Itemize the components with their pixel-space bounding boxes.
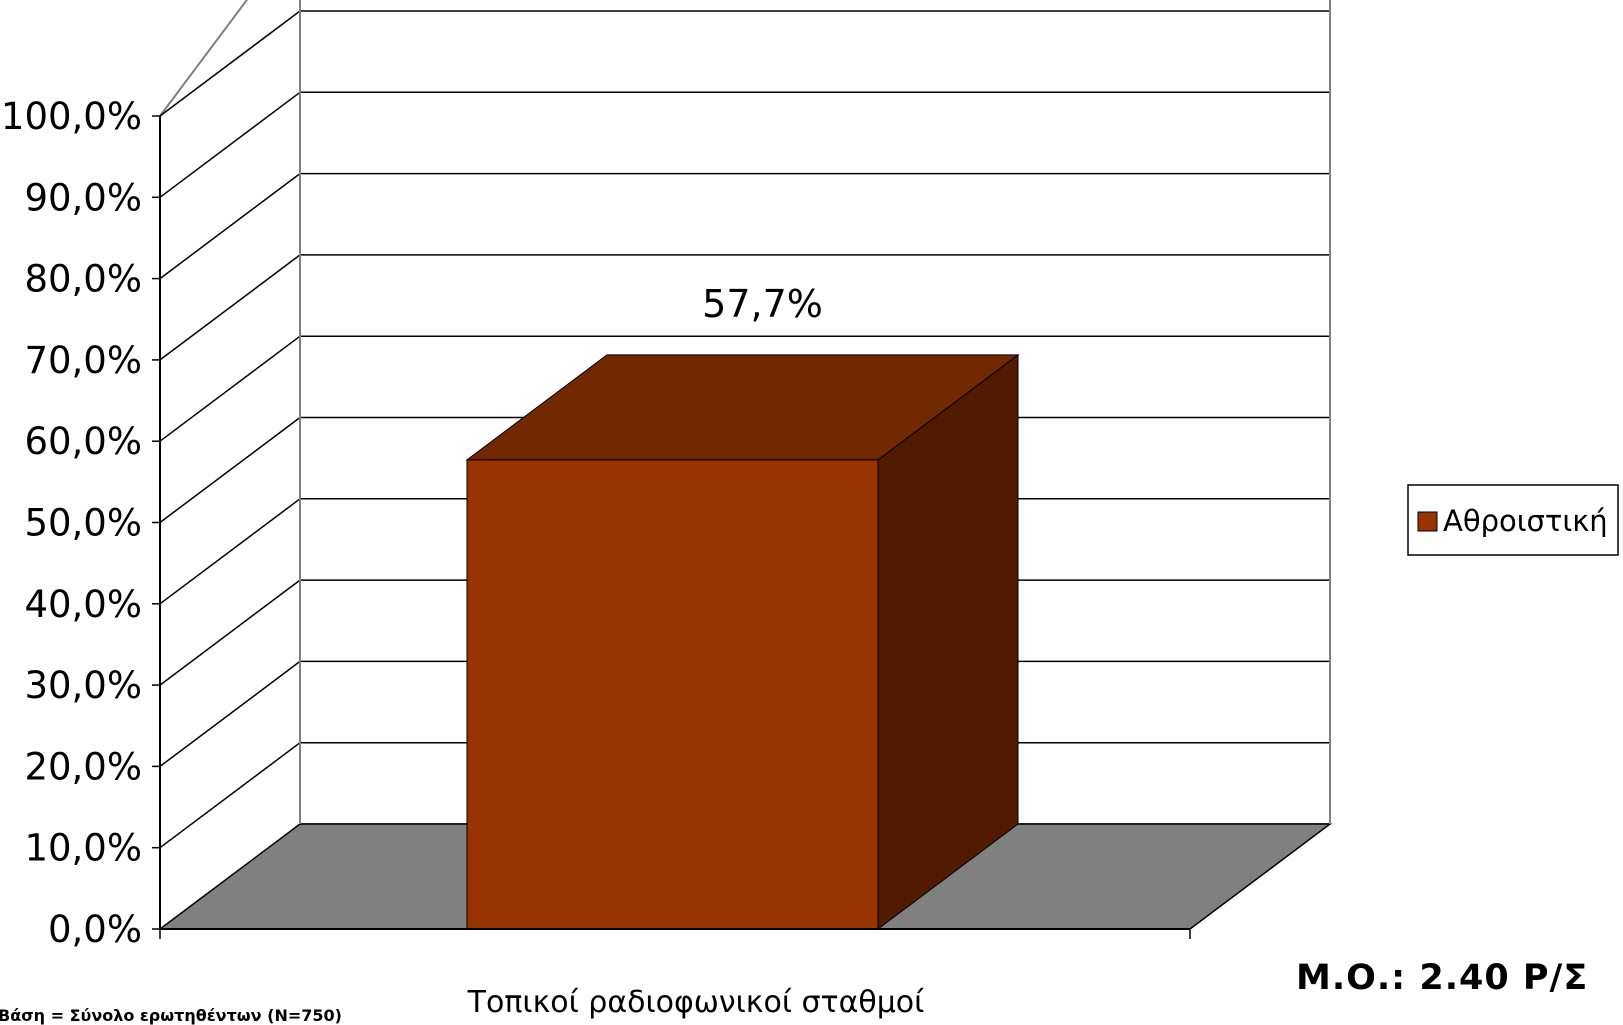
gridline-diagonal <box>159 254 301 361</box>
data-label: 57,7% <box>702 282 823 326</box>
gridline-diagonal <box>159 660 301 768</box>
y-tick-labels: 0,0% 10,0% 20,0% 30,0% 40,0% 50,0% 60,0% 70,0% 8… <box>1 95 142 951</box>
gridline-diagonal <box>159 173 301 280</box>
gridline-diagonal <box>159 10 301 117</box>
legend-box <box>1407 484 1619 556</box>
y-tick-label: 20,0% <box>24 745 142 788</box>
base-note: Βάση = Σύνολο ερωτηθέντων (Ν=750) <box>0 1006 342 1025</box>
bar <box>466 459 879 930</box>
y-tick-label: 70,0% <box>24 339 142 382</box>
gridline-diagonal <box>159 335 301 442</box>
gridline-diagonal <box>159 91 301 198</box>
gridline-diagonal <box>159 579 301 686</box>
y-tick-label: 50,0% <box>24 502 142 545</box>
y-tick-label: 40,0% <box>24 583 142 626</box>
x-category-label: Τοπικοί ραδιοφωνικοί σταθμοί <box>467 985 925 1020</box>
bars: 57,7% <box>465 282 1020 930</box>
y-tick-label: 100,0% <box>1 95 142 138</box>
legend-swatch <box>1417 511 1438 532</box>
y-tick-label: 60,0% <box>24 420 142 463</box>
y-tick-label: 30,0% <box>24 664 142 707</box>
gridline-diagonal <box>159 498 301 605</box>
mean-note: Μ.Ο.: 2.40 Ρ/Σ <box>1296 958 1589 998</box>
y-tick-label: 0,0% <box>48 908 142 951</box>
gridline-diagonal <box>159 416 301 524</box>
legend-label: Αθροιστική <box>1443 504 1608 538</box>
y-tick-label: 80,0% <box>24 258 142 301</box>
legend: Αθροιστική <box>1407 484 1619 556</box>
gridline-diagonal <box>159 742 301 849</box>
axes <box>152 0 1331 939</box>
y-tick-label: 10,0% <box>24 827 142 870</box>
y-tick-label: 90,0% <box>24 176 142 219</box>
left-wall-edge <box>159 0 249 117</box>
